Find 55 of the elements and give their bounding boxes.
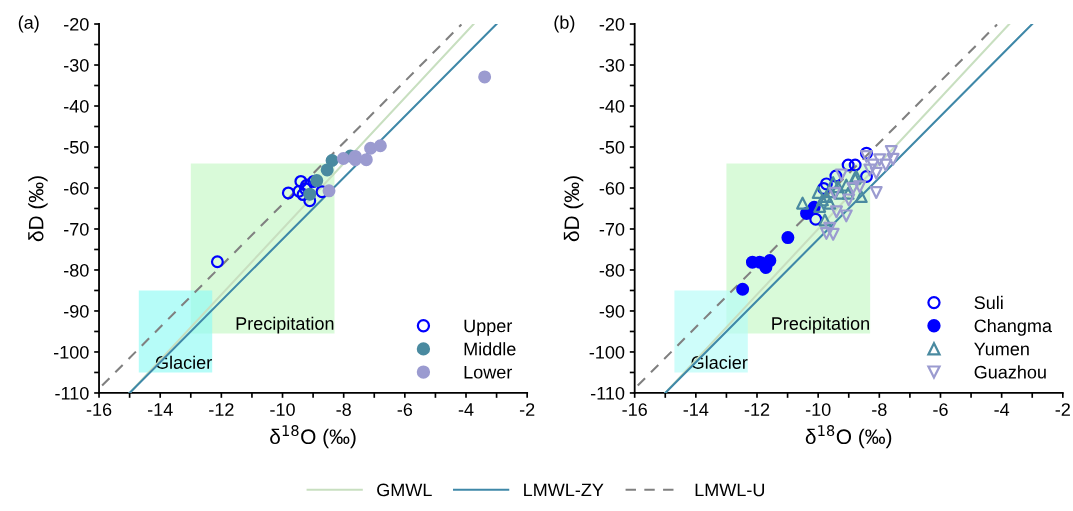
y-tick-label: -70 [64,222,89,236]
series-label: Glacier [155,355,212,369]
legend-label: Guazhou [974,365,1046,379]
y-tick-label: -90 [64,304,89,318]
chart-title: (b) [554,15,575,33]
y-tick-label: -30 [64,58,89,72]
y-tick-label: -60 [64,181,89,195]
legend-label: LMWL-U [695,483,765,497]
y-tick-label: -80 [599,263,625,277]
x-tick-label: -10 [805,403,831,416]
y-tick-label: -90 [599,304,625,318]
y-tick-label: -60 [599,181,625,195]
legend-label: LMWL-ZY [524,483,604,497]
legend-label: Yumen [974,342,1029,356]
x-axis-title: δ$^{18}$O (‰) [805,425,892,449]
x-tick-label: -4 [458,403,474,416]
y-tick-label: -20 [64,17,89,31]
legend-label: Middle [464,342,516,356]
y-tick-label: -70 [599,222,625,236]
y-axis-title: δD (‰) [563,176,584,242]
y-tick-label: -50 [64,140,89,154]
x-tick-label: -2 [519,403,535,416]
x-tick-label: -6 [933,403,948,416]
series-label: Precipitation [772,316,869,334]
x-tick-label: -12 [209,403,234,416]
y-tick-label: -40 [64,99,89,113]
y-tick-label: -100 [53,345,89,359]
x-tick-label: -10 [270,403,295,416]
y-tick-label: -110 [55,386,89,400]
legend-label: Changma [974,318,1052,336]
series-label: Precipitation [236,316,334,334]
y-tick-label: -20 [599,17,625,31]
legend-label: Upper [464,319,513,336]
y-tick-label: -50 [599,140,625,154]
x-tick-label: -16 [622,403,647,416]
legend-label: Lower [464,365,513,379]
x-axis-title: δ$^{18}$O (‰) [270,425,356,449]
y-tick-label: -80 [64,263,89,277]
y-axis-title: δD (‰) [28,176,48,242]
x-tick-label: -8 [336,403,351,416]
x-tick-label: -4 [994,403,1010,416]
y-tick-label: -100 [589,345,625,359]
y-tick-label: -110 [590,386,625,400]
chart-title: (a) [18,15,39,33]
x-tick-label: -14 [147,403,173,416]
x-tick-label: -2 [1055,403,1070,416]
legend-label: GMWL [377,483,432,497]
x-tick-label: -8 [872,403,887,416]
x-tick-label: -6 [397,403,413,416]
y-tick-label: -40 [599,99,625,113]
x-tick-label: -14 [683,403,709,416]
x-tick-label: -16 [86,403,112,416]
x-tick-label: -12 [744,403,770,416]
legend-label: Suli [974,295,1003,310]
y-tick-label: -30 [599,58,625,72]
